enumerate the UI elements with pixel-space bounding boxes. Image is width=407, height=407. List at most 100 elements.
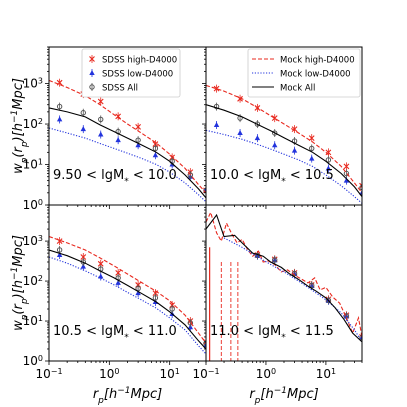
data-point bbox=[115, 136, 121, 145]
data-point bbox=[237, 129, 243, 138]
data-point bbox=[308, 134, 315, 143]
legend-label: SDSS low-D4000 bbox=[102, 70, 173, 80]
x-tick-label: 101 bbox=[316, 367, 336, 382]
panel-2: 10.0 < lgM* < 10.5 Mock high-D4000 Mock lo… bbox=[202, 46, 363, 209]
series-group bbox=[206, 84, 362, 204]
legend-entry: Mock low-D4000 bbox=[252, 70, 351, 80]
series-line bbox=[206, 129, 362, 204]
legend-entry: SDSS low-D4000 bbox=[89, 69, 173, 80]
data-point bbox=[98, 272, 104, 281]
x-axis-title: rp[h−1Mpc] bbox=[93, 386, 162, 406]
panel-4: 11.0 < lgM* < 11.5 10−1 100 101 bbox=[192, 204, 363, 382]
y-axis-title: wp(rp)[h−1Mpc] bbox=[10, 78, 30, 174]
data-point bbox=[359, 188, 362, 197]
y-axis-labels: wp(rp)[h−1Mpc] wp(rp)[h−1Mpc] bbox=[10, 78, 30, 331]
x-tick-label: 100 bbox=[256, 367, 276, 382]
y-tick-label: 101 bbox=[23, 314, 43, 329]
legend-label: SDSS All bbox=[102, 84, 138, 94]
series-group bbox=[49, 235, 206, 355]
x-tick-label: 10−1 bbox=[192, 367, 219, 382]
legend: SDSS high-D4000 SDSS low-D4000 SDSS All bbox=[81, 48, 181, 98]
data-point bbox=[169, 305, 175, 313]
data-point bbox=[343, 169, 350, 178]
panel-1: 9.50 < lgM* < 10.0 SDSS high-D4000 SDSS lo… bbox=[23, 46, 207, 213]
data-point bbox=[309, 144, 315, 153]
data-point bbox=[237, 94, 243, 103]
data-point bbox=[271, 114, 278, 123]
data-point bbox=[98, 115, 104, 124]
series-line bbox=[49, 249, 206, 350]
x-axis-labels: rp[h−1Mpc] rp[h−1Mpc] bbox=[93, 386, 319, 406]
data-point bbox=[213, 84, 220, 93]
series-group bbox=[206, 210, 362, 361]
legend-label: Mock All bbox=[280, 84, 315, 94]
data-point bbox=[291, 146, 298, 155]
data-point bbox=[97, 97, 104, 106]
data-point bbox=[359, 181, 362, 190]
data-point bbox=[291, 125, 298, 134]
data-point bbox=[309, 154, 315, 163]
series-line bbox=[49, 107, 206, 199]
data-point bbox=[213, 120, 220, 129]
y-tick-label: 103 bbox=[23, 76, 43, 91]
x-tick-label: 101 bbox=[159, 367, 179, 382]
data-point bbox=[359, 333, 362, 342]
data-point bbox=[56, 115, 63, 124]
data-point bbox=[213, 102, 220, 111]
data-point bbox=[343, 162, 350, 171]
data-point bbox=[203, 341, 206, 350]
y-tick-label: 102 bbox=[23, 117, 43, 132]
data-point bbox=[80, 125, 86, 134]
series-line bbox=[206, 213, 362, 343]
panels: 9.50 < lgM* < 10.0 SDSS high-D4000 SDSS lo… bbox=[23, 46, 363, 382]
legend-entry: SDSS All bbox=[89, 83, 138, 94]
x-tick-label: 10−1 bbox=[35, 367, 62, 382]
data-point bbox=[152, 144, 159, 153]
mass-bin-label: 11.0 < lgM* < 11.5 bbox=[210, 324, 334, 343]
y-tick-label: 102 bbox=[23, 274, 43, 289]
mass-bin-label: 10.5 < lgM* < 11.0 bbox=[53, 324, 177, 343]
data-point bbox=[343, 176, 350, 185]
data-point bbox=[115, 112, 122, 121]
data-point bbox=[56, 102, 63, 111]
y-tick-label: 101 bbox=[23, 157, 43, 172]
legend-entry: Mock high-D4000 bbox=[252, 56, 355, 66]
data-point bbox=[272, 255, 278, 264]
y-tick-label: 103 bbox=[23, 234, 43, 249]
legend-box bbox=[81, 48, 181, 98]
mass-bin-label: 9.50 < lgM* < 10.0 bbox=[53, 168, 177, 187]
axes-frame bbox=[205, 204, 363, 362]
x-axis-title: rp[h−1Mpc] bbox=[249, 386, 318, 406]
legend-label: Mock low-D4000 bbox=[280, 70, 351, 80]
legend: Mock high-D4000 Mock low-D4000 Mock All bbox=[247, 48, 361, 98]
data-point bbox=[152, 151, 159, 160]
data-point bbox=[187, 318, 194, 327]
series-line bbox=[49, 127, 206, 203]
y-axis-title: wp(rp)[h−1Mpc] bbox=[10, 235, 30, 331]
data-point bbox=[80, 108, 86, 117]
data-point bbox=[325, 164, 332, 173]
series-line bbox=[206, 104, 362, 198]
data-point bbox=[325, 155, 332, 164]
legend-entry: Mock All bbox=[252, 84, 315, 94]
series-line bbox=[49, 235, 206, 344]
data-point bbox=[254, 134, 261, 143]
mass-bin-label: 10.0 < lgM* < 10.5 bbox=[210, 168, 334, 187]
data-point bbox=[152, 293, 159, 302]
series-group bbox=[49, 78, 206, 203]
series-line bbox=[223, 237, 362, 343]
series-line bbox=[206, 84, 362, 194]
series-line bbox=[206, 210, 362, 337]
data-point bbox=[272, 141, 278, 150]
data-point bbox=[203, 339, 206, 348]
legend-box bbox=[247, 48, 361, 98]
data-point bbox=[135, 122, 142, 131]
legend-entry: SDSS high-D4000 bbox=[89, 55, 177, 66]
x-tick-label: 100 bbox=[99, 367, 119, 382]
data-point bbox=[56, 245, 63, 254]
legend-label: SDSS high-D4000 bbox=[102, 56, 177, 66]
legend-label: Mock high-D4000 bbox=[280, 56, 355, 66]
y-tick-label: 100 bbox=[23, 198, 43, 213]
